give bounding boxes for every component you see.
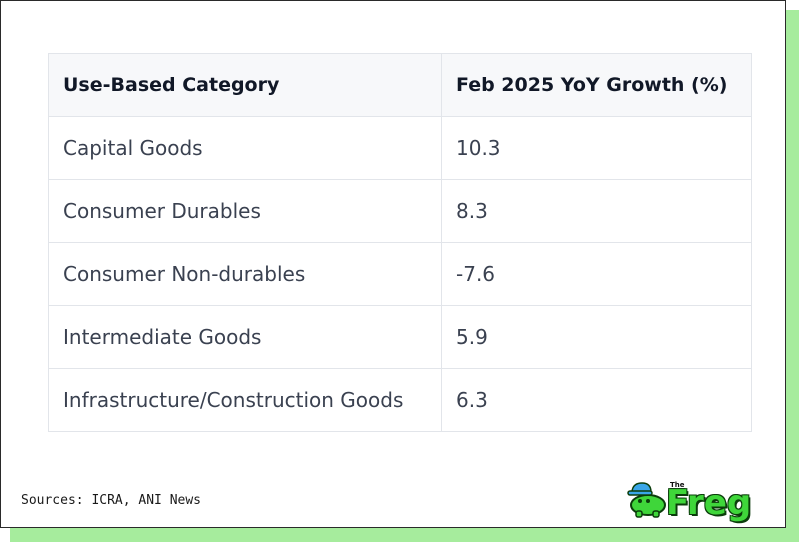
table-row: Capital Goods 10.3 [48,116,752,180]
table-row: Intermediate Goods 5.9 [48,305,752,369]
growth-cell: 10.3 [441,116,752,180]
growth-cell: 8.3 [441,179,752,243]
growth-cell: -7.6 [441,242,752,306]
growth-table: Use-Based Category Feb 2025 YoY Growth (… [48,53,752,432]
table-header-row: Use-Based Category Feb 2025 YoY Growth (… [48,53,752,117]
category-cell: Intermediate Goods [48,305,442,369]
column-header-growth: Feb 2025 YoY Growth (%) [441,53,752,117]
frog-mascot-icon [627,482,666,518]
table-row: Infrastructure/Construction Goods 6.3 [48,368,752,432]
category-cell: Capital Goods [48,116,442,180]
category-cell: Consumer Durables [48,179,442,243]
category-cell: Infrastructure/Construction Goods [48,368,442,432]
growth-cell: 5.9 [441,305,752,369]
table-row: Consumer Durables 8.3 [48,179,752,243]
growth-cell: 6.3 [441,368,752,432]
category-cell: Consumer Non-durables [48,242,442,306]
logo-the-text: The [670,481,685,489]
table-row: Consumer Non-durables -7.6 [48,242,752,306]
logo-wordmark: Freg [666,483,752,523]
infographic-card: Use-Based Category Feb 2025 YoY Growth (… [0,0,786,528]
column-header-category: Use-Based Category [48,53,442,117]
brand-logo: The Freg [626,479,771,525]
sources-note: Sources: ICRA, ANI News [21,493,202,508]
